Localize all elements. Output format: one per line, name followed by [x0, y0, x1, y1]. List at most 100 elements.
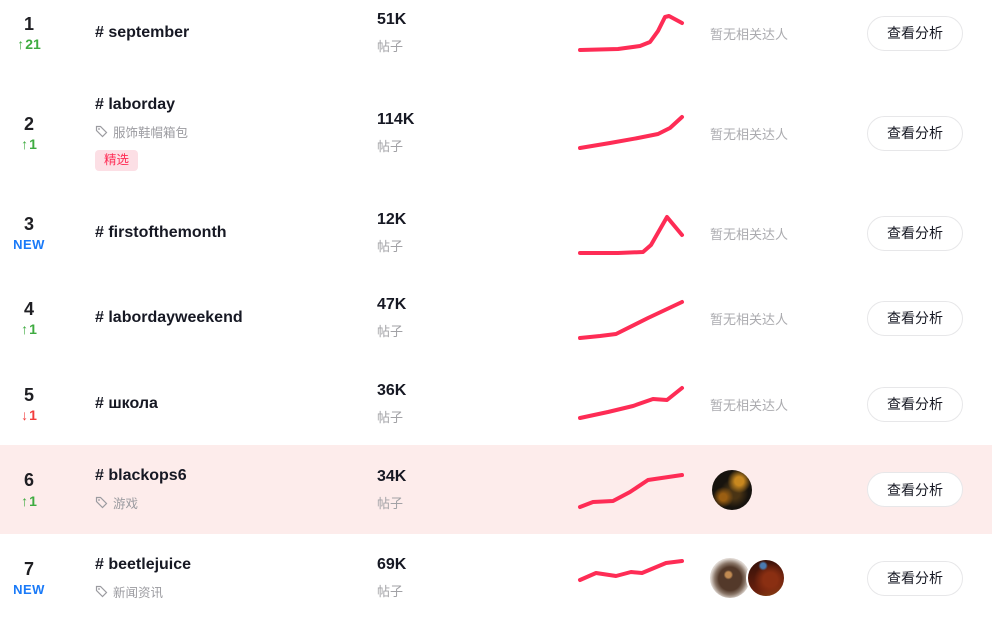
hashtag-name[interactable]: # firstofthemonth: [95, 224, 227, 241]
post-count-label: 帖子: [377, 584, 404, 599]
rank-number: 1: [23, 13, 34, 34]
trend-row-7[interactable]: 7 NEW # beetlejuice 新闻资讯 69K 帖子 查看分析: [0, 535, 992, 621]
arrow-up-icon: ↑: [17, 36, 25, 53]
posts-cell: 12K 帖子: [377, 211, 578, 255]
arrow-up-icon: ↑: [21, 492, 29, 509]
post-count: 12K: [377, 211, 407, 228]
arrow-down-icon: ↓: [21, 407, 29, 424]
hashtag-cell: # beetlejuice 新闻资讯: [95, 556, 377, 601]
rank-number: 5: [23, 384, 34, 405]
tag-icon: [95, 125, 108, 138]
rank-number: 3: [23, 214, 34, 235]
action-cell: 查看分析: [867, 472, 963, 507]
creator-avatar[interactable]: [746, 558, 786, 598]
trend-row-4[interactable]: 4 ↑ 1 # labordayweekend 47K 帖子 暂无相关达人 查看分…: [0, 275, 992, 361]
trend-sparkline: [578, 386, 684, 420]
hashtag-name[interactable]: # школа: [95, 395, 158, 412]
hashtag-cell: # labordayweekend: [95, 309, 377, 327]
no-creators-text: 暂无相关达人: [710, 311, 789, 327]
creators-cell: 暂无相关达人: [707, 395, 857, 414]
no-creators-text: 暂无相关达人: [710, 126, 789, 142]
view-analysis-button[interactable]: 查看分析: [867, 215, 963, 251]
action-cell: 查看分析: [867, 386, 963, 422]
arrow-up-icon: ↑: [21, 321, 29, 338]
view-analysis-button[interactable]: 查看分析: [867, 386, 963, 422]
view-analysis-button[interactable]: 查看分析: [867, 15, 963, 51]
rank-change: ↑ 1: [21, 136, 37, 153]
view-analysis-button[interactable]: 查看分析: [867, 560, 963, 596]
creator-avatar[interactable]: [710, 558, 750, 598]
trend-chart-cell: [578, 554, 688, 602]
trend-chart-cell: [578, 294, 688, 342]
trend-sparkline: [578, 14, 684, 52]
view-analysis-button[interactable]: 查看分析: [867, 115, 963, 151]
rank-cell: 5 ↓ 1: [0, 385, 58, 424]
trend-chart-cell: [578, 9, 688, 57]
post-count: 47K: [377, 296, 407, 313]
hashtag-name[interactable]: # laborday: [95, 95, 176, 113]
posts-cell: 114K 帖子: [377, 111, 578, 155]
trend-row-1[interactable]: 1 ↑ 21 # september 51K 帖子 暂无相关达人 查看分析: [0, 0, 992, 66]
category-label: 服饰鞋帽箱包: [113, 125, 189, 140]
hashtag-cell: # школа: [95, 395, 377, 413]
category-label: 游戏: [113, 497, 139, 511]
creators-cell: 暂无相关达人: [707, 224, 857, 243]
trend-row-6[interactable]: 6 ↑ 1 # blackops6 游戏 34K 帖子 查看分析: [0, 445, 992, 534]
action-cell: 查看分析: [867, 115, 963, 151]
hashtag-cell: # blackops6 游戏: [95, 467, 377, 512]
arrow-up-icon: ↑: [21, 136, 29, 153]
tag-icon: [95, 585, 108, 598]
post-count: 36K: [377, 382, 407, 399]
hashtag-name[interactable]: # blackops6: [95, 467, 187, 484]
action-cell: 查看分析: [867, 300, 963, 336]
hashtag-cell: # laborday 服饰鞋帽箱包 精选: [95, 96, 377, 171]
rank-cell: 4 ↑ 1: [0, 299, 58, 338]
hashtag-category: 游戏: [95, 493, 377, 512]
view-analysis-button[interactable]: 查看分析: [867, 472, 963, 507]
post-count-label: 帖子: [377, 39, 404, 54]
view-analysis-button[interactable]: 查看分析: [867, 300, 963, 336]
action-cell: 查看分析: [867, 560, 963, 596]
hashtag-name[interactable]: # september: [95, 24, 190, 41]
hashtag-category: 服饰鞋帽箱包: [95, 122, 377, 141]
trend-chart-cell: [578, 380, 688, 428]
rank-change: ↑ 1: [21, 492, 37, 509]
no-creators-text: 暂无相关达人: [710, 397, 789, 413]
hashtag-cell: # firstofthemonth: [95, 224, 377, 242]
post-count-label: 帖子: [377, 324, 404, 339]
trend-sparkline: [578, 300, 684, 340]
post-count-label: 帖子: [377, 495, 404, 511]
action-cell: 查看分析: [867, 215, 963, 251]
rank-number: 2: [23, 113, 34, 134]
rank-number: 4: [23, 298, 34, 319]
posts-cell: 34K 帖子: [377, 468, 578, 512]
hashtag-cell: # september: [95, 24, 377, 42]
post-count-label: 帖子: [377, 410, 404, 425]
post-count: 114K: [377, 111, 415, 128]
trend-row-3[interactable]: 3 NEW # firstofthemonth 12K 帖子 暂无相关达人 查看…: [0, 190, 992, 276]
hashtag-name[interactable]: # beetlejuice: [95, 555, 192, 573]
trend-sparkline: [578, 472, 684, 509]
creators-cell: [707, 558, 857, 598]
trend-chart-cell: [578, 109, 688, 157]
no-creators-text: 暂无相关达人: [710, 226, 789, 242]
creators-cell: 暂无相关达人: [707, 309, 857, 328]
hashtag-name[interactable]: # labordayweekend: [95, 309, 243, 326]
post-count: 34K: [377, 467, 407, 485]
rank-cell: 6 ↑ 1: [0, 470, 58, 509]
no-creators-text: 暂无相关达人: [710, 26, 789, 42]
rank-cell: 3 NEW: [0, 214, 58, 252]
post-count: 51K: [377, 11, 407, 28]
posts-cell: 36K 帖子: [377, 382, 578, 426]
trend-row-5[interactable]: 5 ↓ 1 # школа 36K 帖子 暂无相关达人 查看分析: [0, 361, 992, 447]
creators-cell: 暂无相关达人: [707, 24, 857, 43]
post-count-label: 帖子: [377, 239, 404, 254]
trend-sparkline: [578, 215, 684, 255]
rank-cell: 2 ↑ 1: [0, 114, 58, 153]
trend-row-2[interactable]: 2 ↑ 1 # laborday 服饰鞋帽箱包 精选 114K 帖子 暂无相关达人: [0, 83, 992, 183]
tag-icon: [95, 496, 108, 509]
rank-number: 7: [23, 559, 34, 580]
rank-change: ↑ 1: [21, 321, 37, 338]
creator-avatar[interactable]: [712, 469, 752, 510]
